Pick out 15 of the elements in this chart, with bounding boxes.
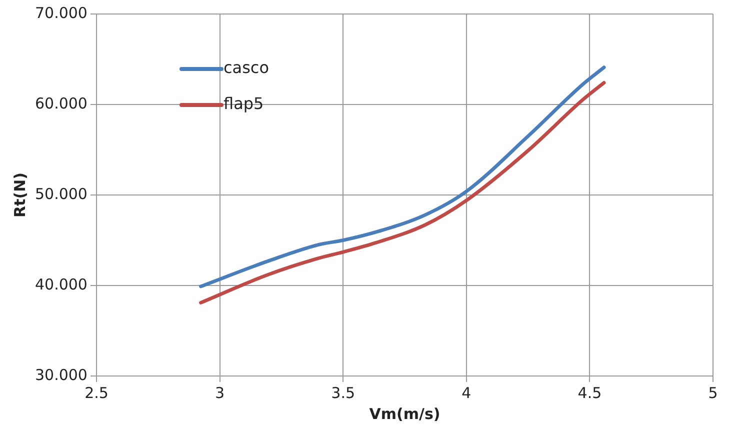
- x-tick-label: 3.5: [331, 384, 356, 402]
- x-tick-label: 5: [708, 384, 718, 402]
- legend-label: flap5: [223, 94, 264, 114]
- y-tick-label: 40.000: [34, 275, 88, 294]
- y-tick-label: 60.000: [34, 94, 88, 112]
- x-axis-title: Vm(m/s): [369, 404, 440, 423]
- x-tick-label: 4: [462, 384, 472, 402]
- y-axis-title: Rt(N): [10, 172, 29, 218]
- x-tick-label: 3: [215, 384, 225, 402]
- y-tick-label: 70.000: [34, 4, 88, 22]
- x-tick-label: 4.5: [578, 384, 602, 402]
- legend-label: casco: [223, 58, 270, 78]
- y-tick-label: 30.000: [34, 366, 88, 384]
- y-tick-label: 50.000: [34, 184, 88, 203]
- x-tick-label: 2.5: [84, 384, 108, 402]
